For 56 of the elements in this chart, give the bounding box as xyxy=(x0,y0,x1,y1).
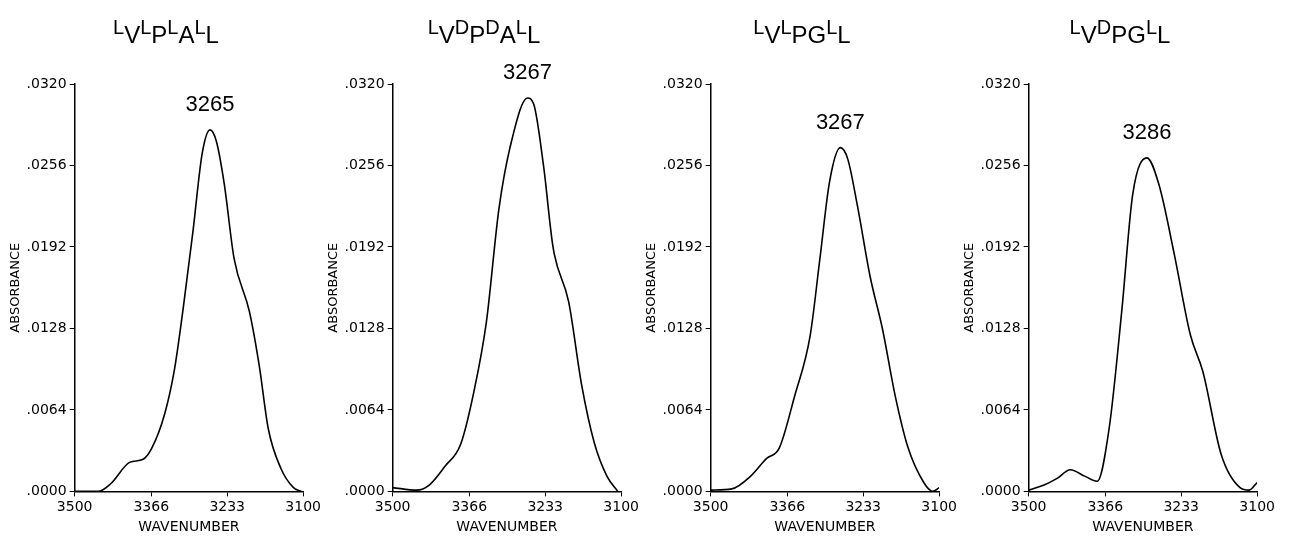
chart-title: $^{L}$V$^{L}$PG$^{L}$L xyxy=(752,15,852,48)
y-tick-label: .0128 xyxy=(344,319,385,336)
y-tick-label: .0320 xyxy=(344,74,385,91)
y-tick-label: .0192 xyxy=(26,237,67,254)
annotation: 3265 xyxy=(185,90,235,116)
y-tick-label: .0000 xyxy=(662,482,703,499)
y-axis-title: ABSORBANCE xyxy=(643,242,659,333)
y-axis-title: ABSORBANCE xyxy=(7,242,23,333)
y-tick-label: .0256 xyxy=(344,156,385,173)
y-axis-title: ABSORBANCE xyxy=(961,242,977,333)
x-axis-title: WAVENUMBER xyxy=(456,518,558,535)
y-tick-label: .0192 xyxy=(344,237,385,254)
x-tick-label: 3366 xyxy=(1087,498,1124,515)
x-tick-label: 3233 xyxy=(527,498,564,515)
chart-title: $^{L}$V$^{D}$P$^{D}$A$^{L}$L xyxy=(426,15,542,48)
chart-title: $^{L}$V$^{D}$PG$^{L}$L xyxy=(1068,15,1172,48)
y-axis-title: ABSORBANCE xyxy=(325,242,341,333)
y-tick-label: .0256 xyxy=(26,156,67,173)
y-tick-label: .0000 xyxy=(26,482,67,499)
x-tick-label: 3366 xyxy=(769,498,806,515)
y-tick-label: .0320 xyxy=(662,74,703,91)
x-axis-title: WAVENUMBER xyxy=(1092,518,1194,535)
x-tick-label: 3233 xyxy=(845,498,882,515)
y-tick-label: .0064 xyxy=(980,400,1021,417)
annotation: 3267 xyxy=(815,108,865,134)
y-tick-label: .0320 xyxy=(980,74,1021,91)
x-tick-label: 3100 xyxy=(1239,498,1276,515)
y-tick-label: .0256 xyxy=(980,156,1021,173)
y-tick-label: .0256 xyxy=(662,156,703,173)
x-tick-label: 3233 xyxy=(1163,498,1200,515)
x-axis-title: WAVENUMBER xyxy=(138,518,240,535)
y-tick-label: .0192 xyxy=(662,237,703,254)
x-tick-label: 3233 xyxy=(209,498,246,515)
x-tick-label: 3500 xyxy=(692,498,729,515)
x-tick-label: 3500 xyxy=(1010,498,1047,515)
y-tick-label: .0320 xyxy=(26,74,67,91)
annotation: 3267 xyxy=(503,59,552,85)
x-tick-label: 3100 xyxy=(285,498,322,515)
y-tick-label: .0064 xyxy=(662,400,703,417)
x-tick-label: 3500 xyxy=(374,498,411,515)
y-tick-label: .0128 xyxy=(662,319,703,336)
y-tick-label: .0192 xyxy=(980,237,1021,254)
y-tick-label: .0064 xyxy=(26,400,67,417)
x-tick-label: 3366 xyxy=(133,498,170,515)
y-tick-label: .0000 xyxy=(980,482,1021,499)
y-tick-label: .0128 xyxy=(980,319,1021,336)
annotation: 3286 xyxy=(1122,118,1172,144)
y-tick-label: .0000 xyxy=(344,482,385,499)
x-tick-label: 3366 xyxy=(451,498,488,515)
x-tick-label: 3100 xyxy=(603,498,640,515)
x-axis-title: WAVENUMBER xyxy=(774,518,876,535)
chart-title: $^{L}$V$^{L}$P$^{L}$A$^{L}$L xyxy=(112,15,220,48)
x-tick-label: 3100 xyxy=(921,498,958,515)
y-tick-label: .0128 xyxy=(26,319,67,336)
x-tick-label: 3500 xyxy=(56,498,93,515)
y-tick-label: .0064 xyxy=(344,400,385,417)
